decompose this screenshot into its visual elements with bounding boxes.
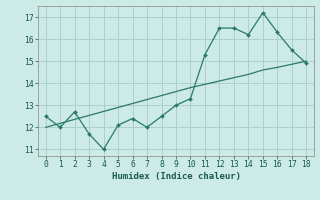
- X-axis label: Humidex (Indice chaleur): Humidex (Indice chaleur): [111, 172, 241, 181]
